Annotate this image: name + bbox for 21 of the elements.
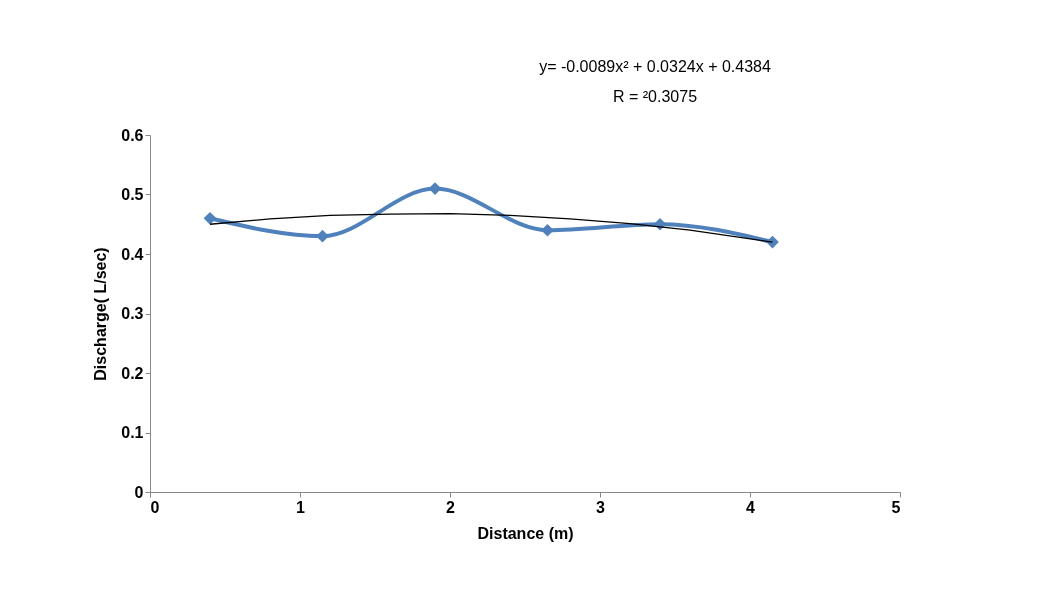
y-tick-label: 0.1 [121, 424, 144, 441]
point [428, 182, 442, 195]
point [203, 211, 217, 225]
x-tick-label: 3 [596, 498, 606, 516]
x-tick-label: 4 [746, 498, 756, 516]
text: R = ²0.3075 [612, 88, 698, 105]
y-tick-label: 0.2 [121, 364, 144, 382]
y-axis-title: Discharge( L/sec) [92, 247, 110, 381]
x-tick-label: 1 [296, 498, 306, 516]
y-tick-label: 0 [134, 483, 144, 501]
y-tick-label: 0.3 [121, 305, 144, 322]
y-tick-label: 0.4 [121, 245, 144, 263]
x-tick-label: 2 [446, 498, 456, 516]
text: y= -0.0089x² + 0.0324x + 0.4384 [539, 58, 771, 75]
x-axis-title: Distance (m) [477, 524, 574, 542]
point [541, 223, 554, 237]
point [316, 229, 329, 243]
y-tick-label: 0.6 [121, 126, 144, 144]
x-tick-label: 5 [891, 498, 901, 516]
x-tick-label: 0 [150, 498, 160, 516]
y-tick-label: 0.5 [121, 186, 144, 203]
